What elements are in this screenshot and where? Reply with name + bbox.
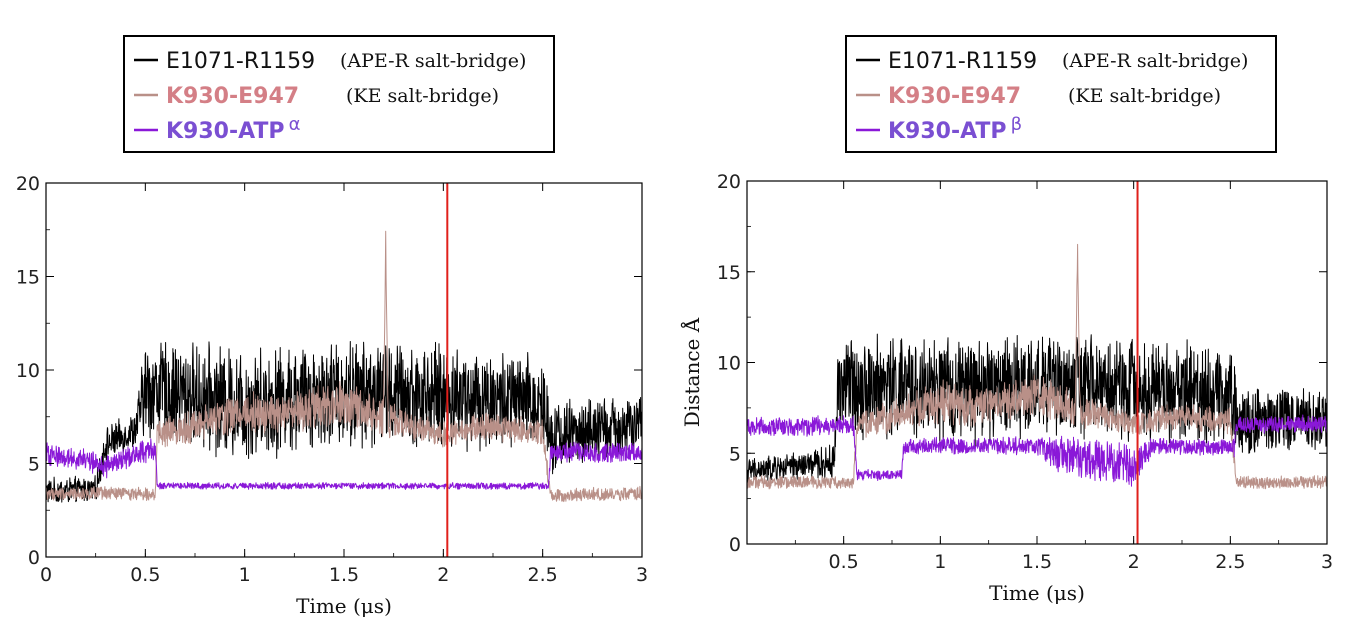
x-tick-label: 2.5 <box>528 564 558 586</box>
x-tick-label: 0.5 <box>829 551 859 573</box>
x-tick-label: 0.5 <box>130 564 160 586</box>
legend-note: (KE salt-bridge) <box>1068 85 1221 107</box>
y-axis: 0 5 10 15 20 <box>16 173 642 569</box>
legend-label: K930-ATP α <box>166 114 300 144</box>
x-tick-label: 2 <box>1128 551 1140 573</box>
y-tick-label: 20 <box>16 173 40 195</box>
y-tick-label: 15 <box>717 262 741 284</box>
y-tick-label: 20 <box>717 171 741 193</box>
y-tick-label: 5 <box>28 454 40 476</box>
y-tick-label: 15 <box>16 267 40 289</box>
legend-label: E1071-R1159 <box>888 49 1037 74</box>
legend: E1071-R1159 (APE-R salt-bridge) K930-E947 (… <box>845 35 1277 153</box>
series-line <box>747 333 1327 485</box>
legend-label: E1071-R1159 <box>166 49 315 74</box>
legend-box <box>845 35 1277 153</box>
x-tick-label: 1 <box>239 564 251 586</box>
legend-box <box>123 35 555 153</box>
legend-note: (KE salt-bridge) <box>346 85 499 107</box>
x-tick-label: 1.5 <box>329 564 359 586</box>
x-tick-label: 0 <box>40 564 52 586</box>
legend-label: K930-E947 <box>166 84 299 109</box>
x-tick-label: 3 <box>1321 551 1333 573</box>
series-group <box>747 243 1327 490</box>
legend-label: K930-E947 <box>888 84 1021 109</box>
legend-superscript: β <box>1011 114 1023 135</box>
series-line <box>46 230 642 503</box>
series-line <box>46 438 642 490</box>
chart-panel-right: 0.5 1 1.5 2 2.5 3 0 5 10 15 20 Time (μs) Distance Å E… <box>679 35 1333 605</box>
legend-label: K930-ATP β <box>888 114 1022 144</box>
series-line <box>46 341 642 503</box>
x-tick-label: 2 <box>437 564 449 586</box>
x-tick-label: 1.5 <box>1022 551 1052 573</box>
legend-note: (APE-R salt-bridge) <box>1062 50 1248 72</box>
chart-panel-left: 0 0.5 1 1.5 2 2.5 3 0 5 10 15 20 Time (μs) E1071-R115… <box>16 35 648 618</box>
legend: E1071-R1159 (APE-R salt-bridge) K930-E947 (… <box>123 35 555 153</box>
legend-superscript: α <box>289 114 301 135</box>
series-group <box>46 230 642 503</box>
x-axis-title: Time (μs) <box>989 581 1085 605</box>
y-tick-label: 5 <box>729 443 741 465</box>
x-axis-title: Time (μs) <box>296 594 392 618</box>
y-tick-label: 10 <box>16 360 40 382</box>
x-axis: 0.5 1 1.5 2 2.5 3 <box>746 181 1333 573</box>
x-tick-label: 2.5 <box>1215 551 1245 573</box>
y-tick-label: 0 <box>729 534 741 556</box>
y-tick-label: 0 <box>28 547 40 569</box>
series-line <box>747 243 1327 490</box>
x-tick-label: 3 <box>636 564 648 586</box>
x-tick-label: 1 <box>934 551 946 573</box>
y-tick-label: 10 <box>717 353 741 375</box>
y-axis-title: Distance Å <box>679 317 704 427</box>
plot-frame <box>45 182 643 558</box>
x-axis: 0 0.5 1 1.5 2 2.5 3 <box>40 183 648 586</box>
series-line <box>747 414 1327 487</box>
legend-note: (APE-R salt-bridge) <box>340 50 526 72</box>
y-axis: 0 5 10 15 20 <box>717 171 1327 556</box>
